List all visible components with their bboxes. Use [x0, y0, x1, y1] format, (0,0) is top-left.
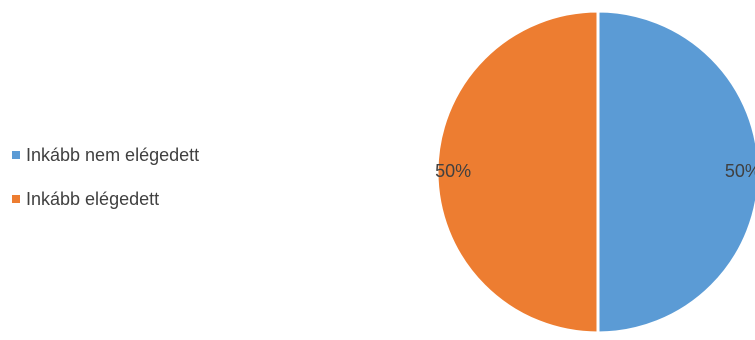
legend-swatch-inkabb-nem-elegedett — [12, 151, 20, 159]
legend-label-inkabb-nem-elegedett: Inkább nem elégedett — [26, 144, 200, 165]
legend-item-inkabb-nem-elegedett: Inkább nem elégedett — [12, 143, 199, 167]
pie-slice-1 — [435, 9, 600, 335]
pie-data-label-0: 50% — [725, 161, 755, 181]
legend-item-inkabb-elegedett: Inkább elégedett — [12, 187, 199, 211]
legend-label-inkabb-elegedett: Inkább elégedett — [26, 188, 160, 209]
pie-data-label-1: 50% — [435, 161, 471, 181]
chart-legend: Inkább nem elégedett Inkább elégedett — [12, 143, 199, 231]
legend-swatch-inkabb-elegedett — [12, 195, 20, 203]
pie-slice-0 — [596, 9, 755, 335]
